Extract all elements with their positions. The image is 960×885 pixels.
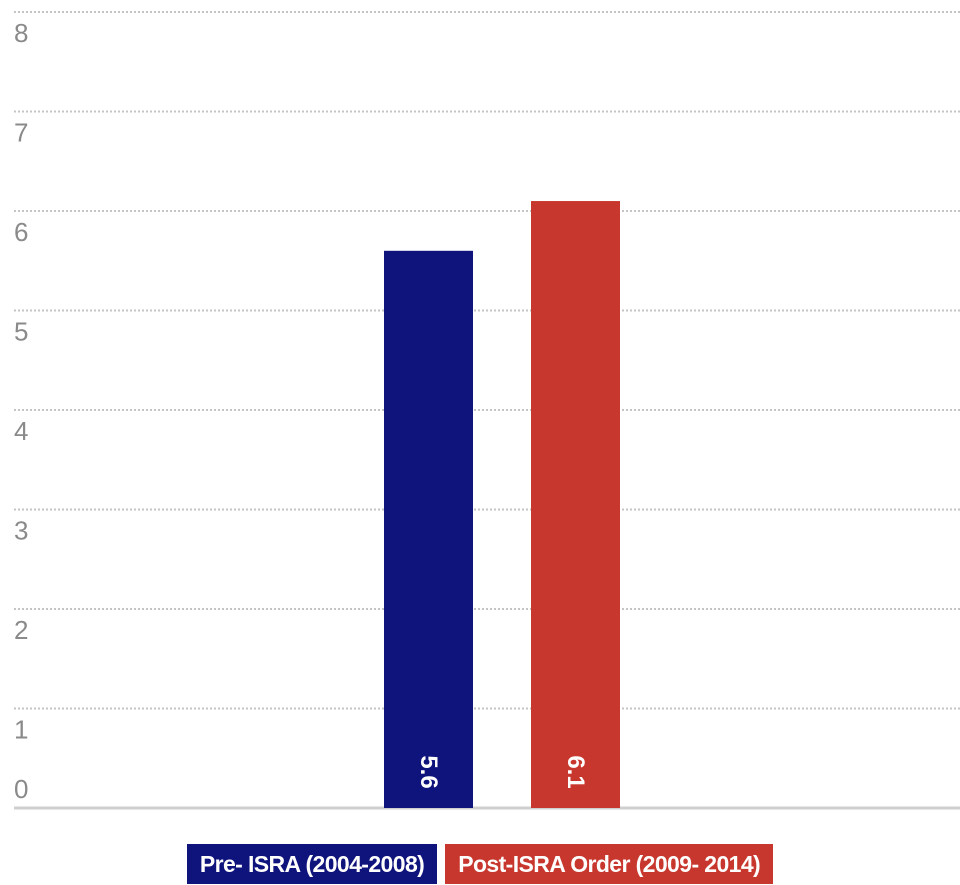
bars: 5.6 6.1 [384,201,620,809]
bar [384,250,473,809]
legend: Pre- ISRA (2004-2008) Post-ISRA Order (2… [0,844,960,884]
y-tick-label: 7 [14,118,28,148]
bar-chart: 0 1 2 3 4 5 6 7 8 5.6 6.1 [14,11,960,810]
y-tick-label: 4 [14,416,28,446]
y-axis-ticks: 0 1 2 3 4 5 6 7 8 [14,18,28,804]
y-tick-label: 3 [14,516,28,546]
y-tick-label: 5 [14,317,28,347]
y-tick-label: 8 [14,18,28,48]
gridlines [14,11,960,710]
bar-value-label: 5.6 [415,755,442,788]
bar-value-label: 6.1 [562,755,589,788]
y-tick-label: 0 [14,774,28,804]
bar [531,201,620,809]
y-tick-label: 6 [14,217,28,247]
y-tick-label: 1 [14,715,28,745]
legend-item-post-isra: Post-ISRA Order (2009- 2014) [445,844,774,884]
legend-item-pre-isra: Pre- ISRA (2004-2008) [186,844,438,884]
y-tick-label: 2 [14,615,28,645]
